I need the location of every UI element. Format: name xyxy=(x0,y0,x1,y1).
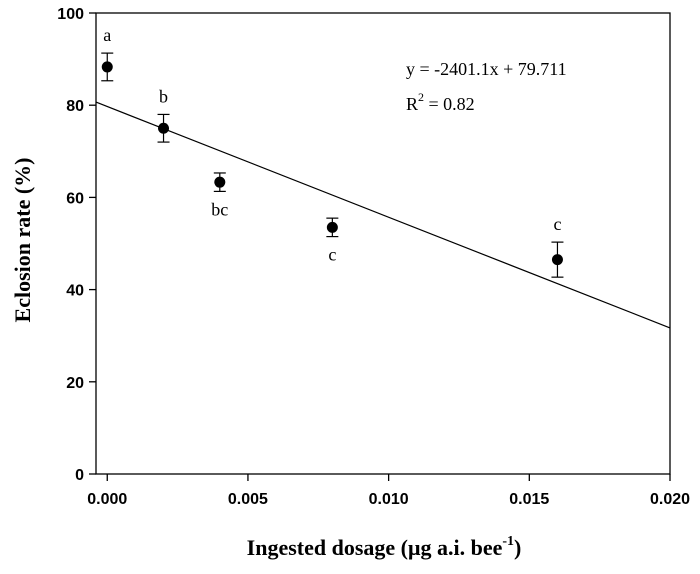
plot-frame xyxy=(95,12,671,475)
significance-letter: c xyxy=(553,214,561,234)
significance-letter: bc xyxy=(211,199,228,219)
plot-area: 0 20 40 60 80 100 0.000 0.005 0.010 0.015 0.020 a b b… xyxy=(57,6,690,508)
y-tick-label: 40 xyxy=(66,283,84,300)
x-tick-label: 0.000 xyxy=(87,491,127,508)
y-tick-label: 60 xyxy=(66,190,84,207)
x-tick-label: 0.010 xyxy=(369,491,409,508)
data-point xyxy=(551,254,563,266)
significance-letter: c xyxy=(328,245,336,265)
data-point xyxy=(214,176,226,188)
significance-letter: a xyxy=(103,25,111,45)
x-tick-label: 0.005 xyxy=(228,491,268,508)
data-point xyxy=(326,221,338,233)
regression-equation: y = -2401.1x + 79.711 xyxy=(406,59,567,79)
r-squared-label: R2 = 0.82 xyxy=(406,90,475,114)
significance-letter: b xyxy=(159,86,168,106)
y-axis-title: Eclosion rate (%) xyxy=(10,158,35,323)
regression-line xyxy=(95,101,671,329)
x-tick-label: 0.020 xyxy=(650,491,690,508)
y-tick-label: 0 xyxy=(75,467,84,484)
y-tick-label: 80 xyxy=(66,98,84,115)
data-point xyxy=(101,61,113,73)
y-tick-label: 20 xyxy=(66,375,84,392)
y-tick-label: 100 xyxy=(57,6,84,23)
x-tick-label: 0.015 xyxy=(509,491,549,508)
x-axis-title: Ingested dosage (μg a.i. bee-1) xyxy=(247,534,522,560)
data-point xyxy=(158,122,170,134)
